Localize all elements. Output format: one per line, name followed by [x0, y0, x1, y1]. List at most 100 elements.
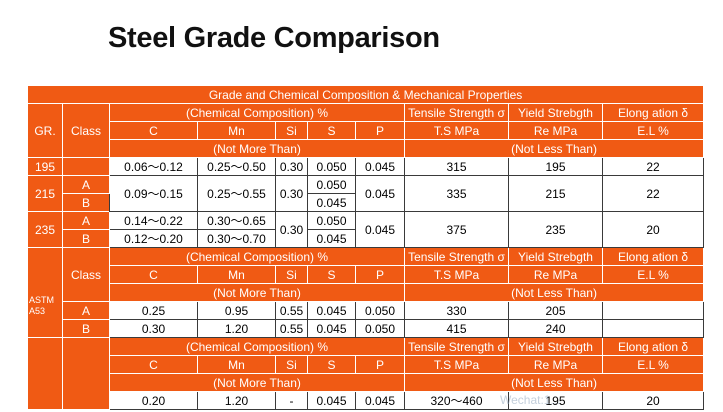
si-label: Si	[275, 121, 308, 140]
value-el	[601, 319, 705, 338]
value-s: 0.050	[307, 175, 356, 194]
class-label: Class	[62, 103, 110, 158]
value-re: 215	[508, 175, 603, 212]
value-p: 0.045	[355, 211, 405, 248]
grade-cell	[27, 337, 63, 410]
value-ts: 375	[404, 211, 509, 248]
value-s: 0.045	[307, 229, 356, 248]
not-more-than-label: (Not More Than)	[109, 373, 405, 392]
s-label: S	[307, 121, 356, 140]
not-more-than-label: (Not More Than)	[109, 139, 405, 158]
grade-195: 195	[27, 157, 63, 176]
not-less-than-label: (Not Less Than)	[403, 283, 705, 302]
elongation-label: Elong ation δ	[601, 247, 705, 266]
s-label: S	[307, 355, 356, 374]
mn-label: Mn	[197, 121, 276, 140]
value-ts: 415	[404, 319, 509, 338]
c-label: C	[109, 355, 198, 374]
value-si: 0.30	[275, 211, 308, 248]
value-c: 0.30	[109, 319, 198, 338]
si-label: Si	[275, 355, 308, 374]
value-ts: 315	[404, 157, 509, 176]
class-b: B	[62, 319, 110, 338]
grade-cell	[27, 247, 63, 338]
c-label: C	[109, 265, 198, 284]
value-si: 0.30	[275, 175, 308, 212]
class-b: B	[62, 229, 110, 248]
re-label: Re MPa	[508, 355, 603, 374]
p-label: P	[355, 355, 405, 374]
value-s: 0.050	[307, 157, 356, 176]
value-el: 20	[601, 211, 705, 248]
value-mn: 0.95	[197, 301, 276, 320]
grade-215: 215	[27, 175, 63, 212]
re-label: Re MPa	[508, 265, 603, 284]
si-label: Si	[275, 265, 308, 284]
gr-label: GR.	[27, 103, 63, 158]
value-el: 22	[601, 175, 705, 212]
not-less-than-label: (Not Less Than)	[403, 373, 705, 392]
value-p: 0.045	[355, 175, 405, 212]
value-re: 205	[508, 301, 603, 320]
value-el	[601, 301, 705, 320]
value-c: 0.09～0.15	[109, 175, 198, 212]
decorative-shape	[40, 20, 95, 60]
value-s: 0.050	[307, 211, 356, 230]
c-label: C	[109, 121, 198, 140]
value-ts: 320～460	[404, 391, 509, 410]
value-mn: 0.30～0.70	[197, 229, 276, 248]
class-cell	[62, 337, 110, 410]
el-label: E.L %	[601, 265, 705, 284]
value-p: 0.050	[355, 319, 405, 338]
class-a: A	[62, 175, 110, 194]
value-mn: 0.25～0.50	[197, 157, 276, 176]
tensile-label: Tensile Strength σ	[404, 103, 509, 122]
value-p: 0.045	[355, 391, 405, 410]
value-s: 0.045	[307, 319, 356, 338]
class-label: Class	[62, 247, 110, 302]
class-a: A	[62, 211, 110, 230]
value-p: 0.050	[355, 301, 405, 320]
grade-astm-a53: ASTM A53	[29, 295, 55, 316]
value-s: 0.045	[307, 193, 356, 212]
steel-grade-table: Grade and Chemical Composition & Mechani…	[26, 85, 705, 410]
tensile-label: Tensile Strength σ	[404, 337, 509, 356]
elongation-label: Elong ation δ	[601, 337, 705, 356]
class-b: B	[62, 193, 110, 212]
class-cell	[62, 157, 110, 176]
value-el: 20	[601, 391, 705, 410]
not-more-than-label: (Not More Than)	[109, 283, 405, 302]
grade-235: 235	[27, 211, 63, 248]
chem-composition-label: (Chemical Composition) %	[109, 247, 405, 266]
chem-composition-label: (Chemical Composition) %	[109, 103, 405, 122]
class-a: A	[62, 301, 110, 320]
value-p: 0.045	[355, 157, 405, 176]
chem-composition-label: (Chemical Composition) %	[109, 337, 405, 356]
value-s: 0.045	[307, 391, 356, 410]
watermark: Wechat:1...	[500, 393, 561, 407]
value-ts: 335	[404, 175, 509, 212]
el-label: E.L %	[601, 121, 705, 140]
value-re: 195	[508, 391, 603, 410]
value-ts: 330	[404, 301, 509, 320]
mn-label: Mn	[197, 265, 276, 284]
page-title: Steel Grade Comparison	[108, 22, 440, 54]
ts-label: T.S MPa	[404, 265, 509, 284]
value-mn: 1.20	[197, 319, 276, 338]
p-label: P	[355, 121, 405, 140]
value-c: 0.14～0.22	[109, 211, 198, 230]
el-label: E.L %	[601, 355, 705, 374]
table-header: Grade and Chemical Composition & Mechani…	[26, 85, 705, 104]
value-c: 0.20	[109, 391, 198, 410]
p-label: P	[355, 265, 405, 284]
value-mn: 0.30～0.65	[197, 211, 276, 230]
value-c: 0.06～0.12	[109, 157, 198, 176]
yield-label: Yield Strebgth	[508, 103, 603, 122]
value-el: 22	[601, 157, 705, 176]
value-si: 0.55	[275, 301, 308, 320]
s-label: S	[307, 265, 356, 284]
not-less-than-label: (Not Less Than)	[403, 139, 705, 158]
tensile-label: Tensile Strength σ	[404, 247, 509, 266]
value-mn: 0.25～0.55	[197, 175, 276, 212]
value-si: -	[275, 391, 308, 410]
